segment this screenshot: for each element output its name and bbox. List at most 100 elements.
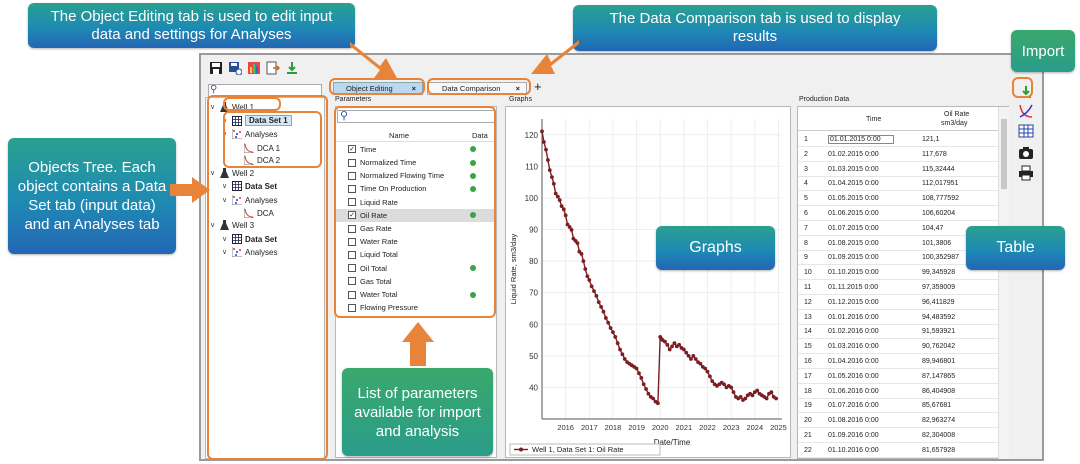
table-row[interactable]: 11 01.11.2015 0:00 97,359009 [798, 281, 998, 295]
table-row[interactable]: 13 01.01.2016 0:00 94,483592 [798, 311, 998, 325]
row-time[interactable]: 01.04.2015 0:00 [828, 180, 879, 188]
row-rate[interactable]: 106,60204 [922, 210, 956, 217]
parameter-checkbox[interactable] [348, 184, 356, 193]
row-time[interactable]: 01.02.2016 0:00 [828, 328, 879, 336]
row-rate[interactable]: 121,1 [922, 136, 940, 143]
parameter-row[interactable]: Liquid Rate [336, 196, 496, 209]
export-icon[interactable] [266, 61, 280, 75]
table-row[interactable]: 7 01.07.2015 0:00 104,47 [798, 222, 998, 236]
print-icon[interactable] [1018, 165, 1034, 181]
tree-well-2[interactable]: ∨ Well 2 [210, 168, 254, 178]
row-time[interactable]: 01.03.2015 0:00 [828, 165, 879, 173]
parameter-row[interactable]: Oil Total [336, 262, 496, 275]
row-time[interactable]: 01.07.2015 0:00 [828, 224, 879, 232]
table-row[interactable]: 19 01.07.2016 0:00 85,67681 [798, 399, 998, 414]
parameter-checkbox[interactable] [348, 171, 356, 180]
parameter-checkbox[interactable] [348, 198, 356, 207]
row-time[interactable]: 01.11.2015 0:00 [828, 284, 879, 291]
row-rate[interactable]: 97,359009 [922, 284, 956, 291]
row-time[interactable]: 01.08.2016 0:00 [828, 417, 879, 425]
table-row[interactable]: 9 01.09.2015 0:00 100,352987 [798, 251, 998, 266]
table-row[interactable]: 20 01.08.2016 0:00 82,963274 [798, 414, 998, 429]
table-row[interactable]: 21 01.09.2016 0:00 82,304008 [798, 429, 998, 443]
parameter-checkbox[interactable] [348, 237, 356, 246]
row-time[interactable]: 01.05.2015 0:00 [828, 195, 879, 203]
parameter-row[interactable]: Gas Rate [336, 222, 496, 235]
row-rate[interactable]: 89,946801 [922, 358, 956, 365]
chevron-down-icon[interactable]: ∨ [210, 222, 216, 229]
row-time[interactable]: 01.10.2016 0:00 [828, 446, 879, 454]
camera-icon[interactable] [1018, 145, 1034, 161]
parameter-checkbox[interactable]: ✓ [348, 145, 356, 154]
table-row[interactable]: 22 01.10.2016 0:00 81,657928 [798, 444, 998, 458]
parameter-row[interactable]: Time On Production [336, 183, 496, 196]
row-rate[interactable]: 112,017951 [922, 180, 959, 188]
parameter-checkbox[interactable] [348, 250, 356, 259]
row-rate[interactable]: 91,593921 [922, 328, 956, 336]
tree-dca-1[interactable]: DCA 1 [234, 143, 280, 153]
save-icon[interactable] [209, 61, 223, 75]
scrollbar[interactable] [998, 107, 1009, 459]
chart-icon[interactable] [247, 61, 261, 75]
table-row[interactable]: 5 01.05.2015 0:00 108,777592 [798, 192, 998, 207]
tree-dca-2[interactable]: DCA 2 [234, 155, 280, 165]
row-time[interactable]: 01.06.2015 0:00 [828, 210, 879, 217]
parameter-checkbox[interactable] [348, 277, 356, 286]
tree-data-set[interactable]: ∨ Data Set [222, 181, 277, 191]
row-time[interactable]: 01.01.2015 0:00 [828, 135, 894, 144]
chevron-down-icon[interactable]: ∨ [222, 197, 228, 204]
download-icon[interactable] [285, 61, 299, 75]
curve-icon[interactable] [1018, 103, 1034, 119]
chevron-down-icon[interactable]: ∨ [222, 183, 228, 190]
row-rate[interactable]: 117,678 [922, 150, 947, 158]
table-row[interactable]: 1 01.01.2015 0:00 121,1 [798, 133, 998, 147]
row-time[interactable]: 01.03.2016 0:00 [828, 343, 879, 351]
parameter-checkbox[interactable] [348, 290, 356, 299]
tree-dca[interactable]: DCA [234, 208, 274, 218]
table-row[interactable]: 2 01.02.2015 0:00 117,678 [798, 148, 998, 162]
row-rate[interactable]: 86,404908 [922, 387, 956, 395]
table-row[interactable]: 17 01.05.2016 0:00 87,147865 [798, 370, 998, 384]
chevron-down-icon[interactable]: ∨ [210, 104, 216, 111]
row-rate[interactable]: 90,762042 [922, 343, 956, 351]
tree-data-set[interactable]: ∨ Data Set [222, 234, 277, 244]
row-rate[interactable]: 101,3806 [922, 239, 952, 247]
tree-analyses[interactable]: ∨ Analyses [222, 247, 277, 257]
row-rate[interactable]: 94,483592 [922, 313, 956, 321]
row-rate[interactable]: 82,963274 [922, 417, 956, 425]
chevron-down-icon[interactable]: ∨ [222, 249, 228, 256]
parameter-row[interactable]: Flowing Pressure [336, 301, 496, 314]
row-time[interactable]: 01.02.2015 0:00 [828, 150, 879, 158]
row-time[interactable]: 01.09.2016 0:00 [828, 432, 879, 439]
parameter-checkbox[interactable] [348, 303, 356, 312]
row-rate[interactable]: 82,304008 [922, 432, 956, 439]
chevron-down-icon[interactable]: ∨ [210, 170, 216, 177]
row-time[interactable]: 01.12.2015 0:00 [828, 298, 879, 306]
parameter-checkbox[interactable] [348, 224, 356, 233]
table-row[interactable]: 12 01.12.2015 0:00 96,411829 [798, 296, 998, 310]
tree-data-set-1[interactable]: ∨ Data Set 1 [222, 115, 292, 126]
parameter-row[interactable]: Water Total [336, 288, 496, 301]
row-time[interactable]: 01.07.2016 0:00 [828, 402, 879, 410]
row-rate[interactable]: 104,47 [922, 224, 944, 232]
table-row[interactable]: 3 01.03.2015 0:00 115,32444 [798, 163, 998, 177]
table-row[interactable]: 10 01.10.2015 0:00 99,345928 [798, 266, 998, 281]
parameter-checkbox[interactable] [348, 158, 356, 167]
table-icon[interactable] [1018, 123, 1034, 139]
parameter-row[interactable]: Water Rate [336, 235, 496, 248]
row-time[interactable]: 01.01.2016 0:00 [828, 313, 879, 321]
scrollbar-thumb[interactable] [1001, 119, 1007, 189]
row-time[interactable]: 01.08.2015 0:00 [828, 239, 879, 247]
row-time[interactable]: 01.10.2015 0:00 [828, 269, 879, 277]
chevron-down-icon[interactable]: ∨ [222, 236, 228, 243]
row-rate[interactable]: 81,657928 [922, 446, 956, 454]
table-row[interactable]: 4 01.04.2015 0:00 112,017951 [798, 177, 998, 192]
table-row[interactable]: 15 01.03.2016 0:00 90,762042 [798, 340, 998, 355]
tree-well-3[interactable]: ∨ Well 3 [210, 220, 254, 230]
row-time[interactable]: 01.04.2016 0:00 [828, 358, 879, 365]
row-rate[interactable]: 85,67681 [922, 402, 952, 410]
row-time[interactable]: 01.06.2016 0:00 [828, 387, 879, 395]
table-row[interactable]: 18 01.06.2016 0:00 86,404908 [798, 385, 998, 399]
tree-analyses[interactable]: ∨ Analyses [222, 195, 277, 205]
parameter-checkbox[interactable] [348, 264, 356, 273]
